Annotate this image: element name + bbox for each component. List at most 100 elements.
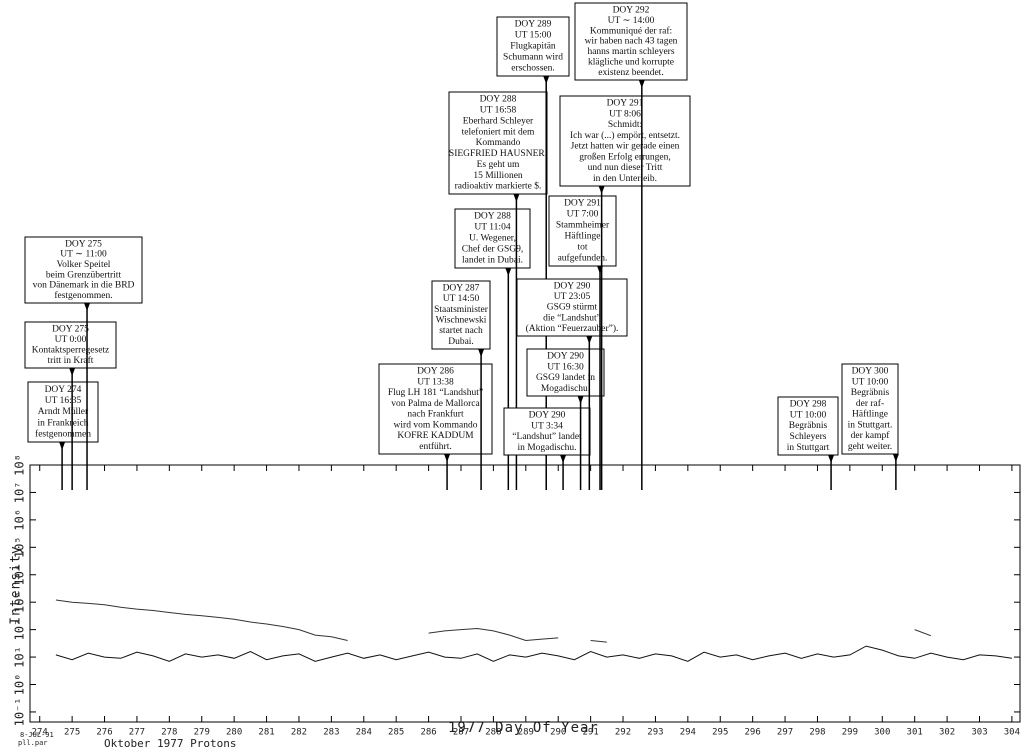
annotation-box bbox=[431, 280, 491, 350]
y-tick-label: 10⁻¹ bbox=[13, 697, 27, 726]
x-tick-label: 274 bbox=[32, 728, 48, 738]
event-arrow bbox=[444, 454, 451, 462]
y-tick-label: 10⁶ bbox=[13, 509, 27, 531]
x-tick-label: 299 bbox=[842, 728, 858, 738]
event-arrow bbox=[598, 186, 605, 194]
annotation-text: DOY 275 bbox=[65, 239, 102, 249]
x-tick-label: 275 bbox=[64, 728, 80, 738]
y-axis-label: Intensity bbox=[9, 545, 24, 624]
annotation-text: in Mogadischu. bbox=[517, 443, 576, 453]
x-tick-label: 277 bbox=[129, 728, 145, 738]
annotation-text: DOY 287 bbox=[443, 284, 480, 294]
annotation-box bbox=[503, 407, 591, 456]
event-arrow bbox=[69, 368, 76, 376]
event-arrow bbox=[505, 268, 512, 276]
annotation-text: GSG9 landet in bbox=[536, 373, 595, 383]
annotation-text: UT 16:30 bbox=[547, 362, 584, 372]
annotation-text: UT 8:06 bbox=[609, 109, 641, 119]
annotation-text: der kampf bbox=[851, 430, 891, 441]
x-tick-label: 290 bbox=[550, 728, 566, 738]
x-tick-label: 284 bbox=[356, 728, 372, 738]
x-tick-label: 304 bbox=[1004, 728, 1020, 738]
x-tick-label: 294 bbox=[680, 728, 696, 738]
x-tick-label: 298 bbox=[809, 728, 825, 738]
annotation-text: in Frankreich bbox=[38, 418, 89, 428]
annotation-text: wird vom Kommando bbox=[394, 420, 478, 430]
annotation-text: UT 10:00 bbox=[790, 410, 827, 420]
x-tick-label: 303 bbox=[971, 728, 987, 738]
plot-frame bbox=[29, 464, 1021, 723]
annotation-text: DOY 286 bbox=[417, 367, 454, 377]
annotation-text: UT 3:34 bbox=[531, 421, 563, 431]
annotation-text: Flug LH 181 “Landshut” bbox=[388, 388, 483, 398]
x-tick-label: 297 bbox=[777, 728, 793, 738]
annotation-text: der raf- bbox=[856, 398, 884, 409]
x-tick-label: 286 bbox=[420, 728, 436, 738]
y-tick-label: 10⁷ bbox=[13, 482, 27, 504]
annotation-text: Häftlinge bbox=[852, 409, 888, 420]
x-tick-label: 278 bbox=[161, 728, 177, 738]
annotation-text: Schumann wird bbox=[503, 53, 563, 63]
annotation-text: “Landshut” landet bbox=[512, 432, 582, 442]
annotation-text: und nun dieser Tritt bbox=[588, 163, 663, 173]
event-arrow bbox=[59, 442, 66, 450]
x-tick-label: 283 bbox=[323, 728, 339, 738]
annotation-text: Begräbnis bbox=[789, 421, 828, 431]
annotation-text: die “Landshut” bbox=[543, 313, 601, 323]
annotation-text: UT ∼ 14:00 bbox=[608, 16, 655, 26]
event-arrow bbox=[828, 455, 835, 463]
annotation-text: DOY 275 bbox=[52, 324, 89, 334]
annotation-text: Begräbnis bbox=[851, 388, 890, 398]
x-tick-label: 300 bbox=[874, 728, 890, 738]
annotation-box bbox=[526, 348, 605, 397]
annotation-text: von Palma de Mallorca bbox=[391, 399, 480, 409]
annotation-text: aufgefunden. bbox=[558, 253, 608, 264]
event-arrow bbox=[84, 303, 91, 311]
annotation-text: hanns martin schleyers bbox=[587, 47, 674, 57]
annotation-text: landet in Dubai. bbox=[462, 256, 523, 266]
annotation-text: UT 7:00 bbox=[567, 210, 599, 220]
annotation-text: Volker Speitel bbox=[57, 260, 111, 270]
annotation-text: wir haben nach 43 tagen bbox=[585, 37, 678, 47]
annotation-text: existenz beendet. bbox=[598, 68, 663, 78]
event-arrow bbox=[577, 396, 584, 404]
y-tick-label: 10⁰ bbox=[13, 674, 27, 696]
annotation-text: DOY 288 bbox=[474, 212, 511, 222]
annotation-text: Flugkapitän bbox=[510, 42, 556, 52]
x-tick-label: 302 bbox=[939, 728, 955, 738]
y-tick-label: 10³ bbox=[13, 591, 27, 613]
annotation-text: tritt in Kraft bbox=[48, 355, 94, 366]
annotation-text: Eberhard Schleyer bbox=[463, 116, 534, 126]
annotation-box bbox=[516, 278, 628, 337]
x-tick-label: 295 bbox=[712, 728, 728, 738]
annotation-text: 15 Millionen bbox=[473, 171, 523, 181]
annotation-text: Es geht um bbox=[477, 160, 520, 170]
annotation-text: entführt. bbox=[419, 441, 451, 452]
annotation-text: geht weiter. bbox=[848, 442, 892, 452]
annotation-text: Stammheimer bbox=[556, 221, 610, 231]
annotation-text: festgenommen bbox=[35, 429, 91, 440]
annotation-box bbox=[24, 236, 143, 304]
annotation-text: U. Wegener, bbox=[469, 234, 516, 244]
annotation-box bbox=[448, 91, 548, 195]
event-arrow bbox=[892, 454, 899, 462]
annotation-box bbox=[777, 396, 839, 456]
annotation-text: festgenommen. bbox=[54, 290, 112, 301]
x-tick-label: 281 bbox=[258, 728, 274, 738]
annotation-text: telefoniert mit dem bbox=[462, 126, 535, 137]
annotation-box bbox=[559, 95, 691, 187]
annotation-box bbox=[496, 16, 570, 77]
stamp-file: pll.par bbox=[18, 739, 48, 747]
annotation-text: (Aktion “Feuerzauber”). bbox=[526, 323, 619, 334]
annotation-text: DOY 290 bbox=[547, 352, 584, 362]
annotation-text: Mogadischu. bbox=[541, 384, 590, 394]
annotation-text: Staatsminister bbox=[434, 305, 489, 315]
annotation-text: DOY 289 bbox=[515, 20, 552, 30]
annotation-text: startet nach bbox=[439, 326, 483, 336]
annotation-text: Schleyers bbox=[790, 432, 827, 442]
x-axis-label: 1977 Day Of Year bbox=[448, 720, 599, 736]
data-line bbox=[55, 599, 932, 643]
event-arrow bbox=[543, 76, 550, 84]
annotation-text: klägliche und korrupte bbox=[588, 58, 674, 68]
